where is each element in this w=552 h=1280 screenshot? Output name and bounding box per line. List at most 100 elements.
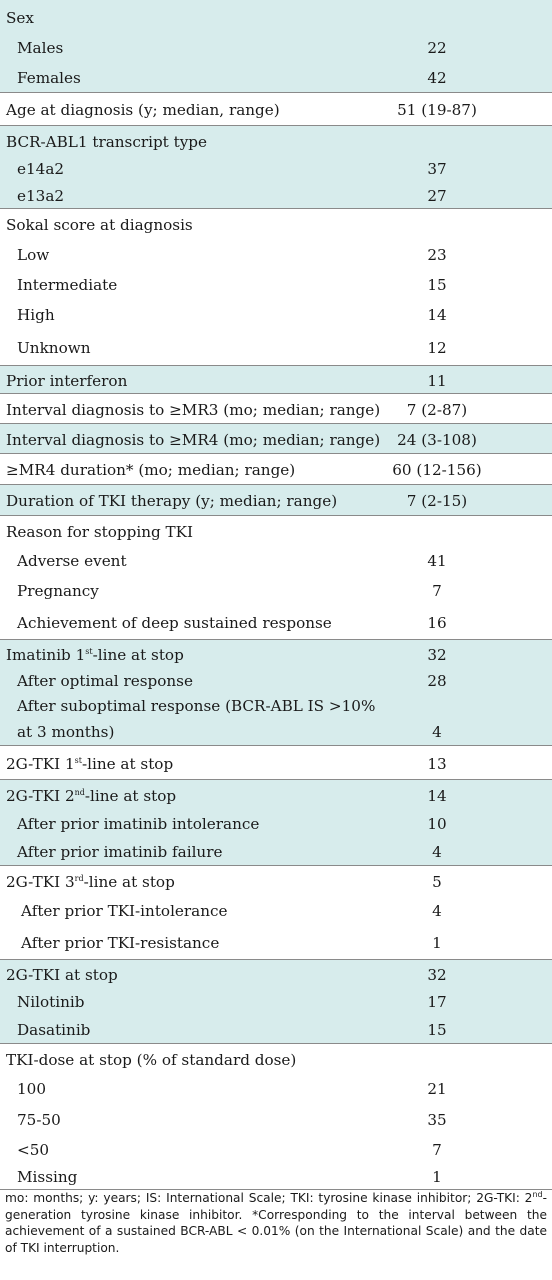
row-value: 14 xyxy=(427,787,447,805)
table-row: Missing 1 xyxy=(0,1165,552,1189)
footnote-text-1: mo: months; y: years; IS: International … xyxy=(5,1191,533,1205)
row-label-superscript: st xyxy=(74,755,82,765)
row-label: Intermediate xyxy=(17,276,118,294)
table-row: e14a2 37 xyxy=(0,156,552,183)
row-value: 27 xyxy=(427,187,447,205)
table-row: Nilotinib 17 xyxy=(0,988,552,1016)
table-row: Duration of TKI therapy (y; median; rang… xyxy=(0,484,552,516)
row-value: 17 xyxy=(427,993,447,1011)
table-row: After prior imatinib failure 4 xyxy=(0,838,552,866)
row-label-superscript: nd xyxy=(74,787,85,797)
row-value: 7 (2-15) xyxy=(406,492,468,510)
row-label-superscript: rd xyxy=(74,873,84,883)
table-row: Age at diagnosis (y; median, range) 51 (1… xyxy=(0,92,552,126)
table-row: 75-50 35 xyxy=(0,1105,552,1135)
row-value: 13 xyxy=(427,755,447,773)
row-value: 12 xyxy=(427,339,447,357)
row-label-superscript: st xyxy=(85,646,93,656)
table-row: After suboptimal response (BCR-ABL IS >1… xyxy=(0,694,552,719)
row-label: Reason for stopping TKI xyxy=(6,523,194,541)
row-label: ≥MR4 duration* (mo; median; range) xyxy=(6,461,296,479)
table-row: Intermediate 15 xyxy=(0,270,552,300)
row-label: After prior TKI-intolerance xyxy=(21,902,228,920)
row-label: Sex xyxy=(6,9,34,27)
table-row: 2G-TKI 3rd-line at stop 5 xyxy=(0,865,552,896)
row-value: 21 xyxy=(427,1080,447,1098)
row-value: 7 xyxy=(432,1141,442,1159)
row-value: 28 xyxy=(427,672,447,690)
row-value: 51 (19-87) xyxy=(397,101,477,119)
row-value: 5 xyxy=(432,873,442,891)
row-label: 2G-TKI 2nd-line at stop xyxy=(6,781,176,811)
table-row: Adverse event 41 xyxy=(0,546,552,577)
row-label: Duration of TKI therapy (y; median; rang… xyxy=(6,492,338,510)
row-label-text: Imatinib 1 xyxy=(6,646,86,664)
table-row: Dasatinib 15 xyxy=(0,1016,552,1044)
table-row: Unknown 12 xyxy=(0,331,552,366)
row-value: 24 (3-108) xyxy=(397,431,477,449)
row-label: Prior interferon xyxy=(6,372,128,390)
table-row: e13a2 27 xyxy=(0,183,552,209)
table-row: Low 23 xyxy=(0,240,552,270)
row-label: Adverse event xyxy=(17,552,127,570)
table-row: Prior interferon 11 xyxy=(0,365,552,394)
table-row: After prior TKI-intolerance 4 xyxy=(0,896,552,926)
row-label: After suboptimal response (BCR-ABL IS >1… xyxy=(17,697,376,715)
table-row: 100 21 xyxy=(0,1074,552,1105)
row-label: 2G-TKI 1st-line at stop xyxy=(6,747,173,781)
table-row: at 3 months) 4 xyxy=(0,719,552,746)
row-label: Achievement of deep sustained response xyxy=(17,614,332,632)
table-row: 2G-TKI 1st-line at stop 13 xyxy=(0,745,552,780)
row-label: After prior imatinib failure xyxy=(17,843,223,861)
row-label-text: -line at stop xyxy=(92,646,184,664)
table-bottom-rule xyxy=(0,1189,552,1190)
row-label: Males xyxy=(17,39,64,57)
table-row: Females 42 xyxy=(0,64,552,93)
row-value: 11 xyxy=(427,372,447,390)
table-row: BCR-ABL1 transcript type xyxy=(0,125,552,156)
row-label: Low xyxy=(17,246,50,264)
row-label: e13a2 xyxy=(17,187,65,205)
row-label: 2G-TKI 3rd-line at stop xyxy=(6,867,175,897)
row-label-text: 2G-TKI 2 xyxy=(6,787,75,805)
table-row: Sex xyxy=(0,0,552,34)
row-value: 4 xyxy=(432,902,442,920)
row-value: 42 xyxy=(427,69,447,87)
table-row: Reason for stopping TKI xyxy=(0,515,552,546)
row-label: Interval diagnosis to ≥MR3 (mo; median; … xyxy=(6,401,381,419)
row-value: 16 xyxy=(427,614,447,632)
row-value: 32 xyxy=(427,646,447,664)
table-row: Achievement of deep sustained response 16 xyxy=(0,606,552,640)
row-label: Nilotinib xyxy=(17,993,85,1011)
table-row: Pregnancy 7 xyxy=(0,577,552,606)
table-row: Interval diagnosis to ≥MR4 (mo; median; … xyxy=(0,423,552,454)
footnote-superscript: nd xyxy=(532,1189,543,1199)
row-label: 100 xyxy=(17,1080,46,1098)
row-value: 15 xyxy=(427,1021,447,1039)
row-label: Missing xyxy=(17,1168,78,1186)
row-label-text: 2G-TKI 3 xyxy=(6,873,75,891)
row-value: 60 (12-156) xyxy=(392,461,482,479)
row-label: After optimal response xyxy=(17,672,193,690)
table-row: ≥MR4 duration* (mo; median; range) 60 (12… xyxy=(0,453,552,485)
row-label: After prior TKI-resistance xyxy=(21,934,220,952)
table-row: 2G-TKI at stop 32 xyxy=(0,959,552,988)
row-label: e14a2 xyxy=(17,160,65,178)
table-row: After prior imatinib intolerance 10 xyxy=(0,810,552,838)
row-value: 14 xyxy=(427,306,447,324)
row-value: 37 xyxy=(427,160,447,178)
row-value: 1 xyxy=(432,934,442,952)
row-value: 32 xyxy=(427,966,447,984)
row-value: 10 xyxy=(427,815,447,833)
row-value: 41 xyxy=(427,552,447,570)
row-value: 23 xyxy=(427,246,447,264)
table-row: After optimal response 28 xyxy=(0,669,552,694)
row-label-text: 2G-TKI 1 xyxy=(6,755,75,773)
row-value: 7 xyxy=(432,582,442,600)
row-label: Age at diagnosis (y; median, range) xyxy=(6,101,280,119)
table-row: Interval diagnosis to ≥MR3 (mo; median; … xyxy=(0,393,552,424)
row-label: TKI-dose at stop (% of standard dose) xyxy=(6,1051,297,1069)
row-label: Imatinib 1st-line at stop xyxy=(6,641,184,670)
table-footnote: mo: months; y: years; IS: International … xyxy=(5,1190,547,1256)
row-value: 7 (2-87) xyxy=(406,401,468,419)
